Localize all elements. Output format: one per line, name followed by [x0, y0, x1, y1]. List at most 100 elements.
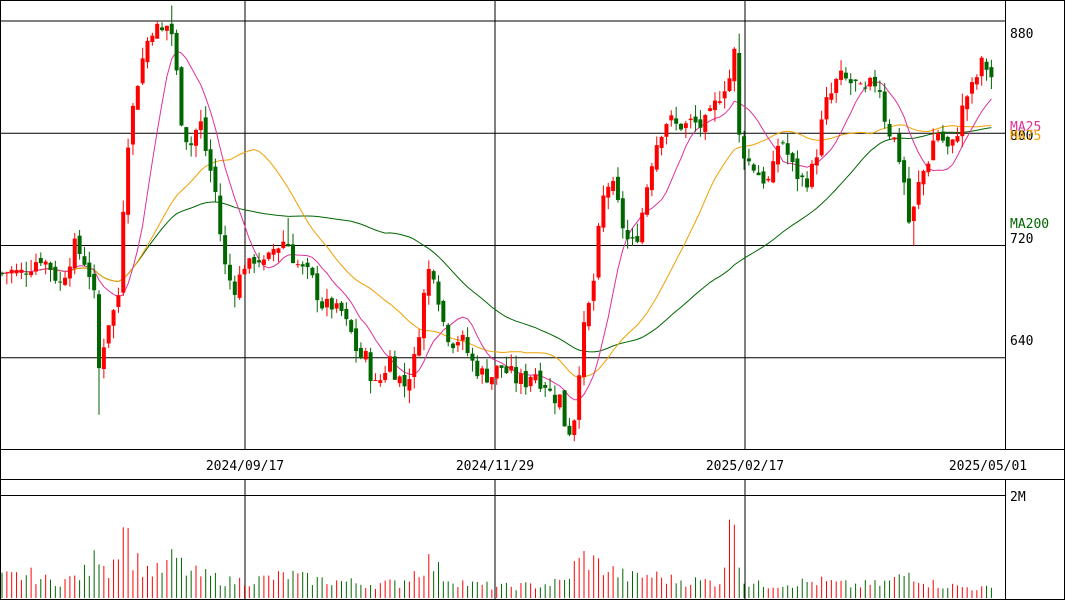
candle-body: [67, 266, 72, 279]
candle-body: [266, 252, 271, 259]
candle-body: [179, 67, 184, 126]
candle-body: [218, 195, 223, 235]
candle-body: [286, 243, 291, 247]
candle-body: [858, 83, 863, 85]
candle-body: [654, 145, 659, 170]
candle-body: [223, 235, 228, 265]
ma75-line: [1, 124, 992, 379]
candle-body: [232, 281, 237, 295]
candle-body: [475, 360, 480, 377]
candle-body: [455, 342, 460, 346]
candle-body: [0, 273, 4, 275]
candle-body: [645, 187, 650, 215]
candle-body: [586, 303, 591, 327]
candle-body: [480, 368, 485, 375]
candle-body: [674, 118, 679, 124]
candle-body: [625, 230, 630, 240]
candle-body: [291, 244, 295, 264]
candle-body: [552, 394, 557, 404]
candle-body: [203, 117, 208, 151]
candle-body: [756, 172, 761, 176]
candle-body: [567, 425, 572, 435]
candle-body: [116, 295, 121, 308]
candle-body: [344, 308, 349, 320]
candle-body: [970, 82, 974, 94]
candle-body: [892, 137, 897, 140]
candle-body: [242, 268, 247, 275]
candle-body: [630, 237, 635, 239]
candle-body: [150, 35, 155, 43]
candle-body: [329, 298, 334, 310]
candle-body: [368, 352, 373, 382]
candle-body: [848, 79, 853, 84]
candle-body: [470, 353, 475, 361]
ma75-legend: MA75: [1010, 129, 1041, 144]
candle-body: [974, 77, 979, 85]
candle-body: [916, 181, 921, 205]
candle-body: [106, 325, 111, 344]
axis-labels: 880 800 720 640 MA25 MA75 MA200 2024/09/…: [206, 27, 1049, 505]
candle-body: [785, 143, 790, 155]
candle-body: [931, 140, 936, 161]
candle-body: [14, 269, 19, 274]
candle-body: [155, 23, 160, 39]
candle-body: [950, 139, 955, 146]
candle-body: [9, 269, 14, 274]
candle-body: [640, 212, 645, 243]
candle-body: [198, 121, 203, 131]
candle-body: [431, 271, 436, 280]
candle-body: [358, 347, 363, 359]
candle-body: [509, 366, 514, 371]
candle-body: [664, 124, 669, 137]
candle-body: [703, 115, 708, 132]
candle-body: [441, 300, 446, 322]
candle-body: [354, 328, 359, 351]
candle-body: [19, 269, 24, 273]
candle-body: [48, 262, 53, 271]
candle-body: [809, 163, 814, 187]
candle-body: [635, 236, 640, 242]
candle-body: [693, 116, 698, 123]
candle-body: [518, 373, 523, 385]
candle-body: [252, 256, 257, 264]
candle-body: [577, 375, 582, 420]
candle-body: [698, 119, 703, 128]
candle-body: [843, 72, 848, 79]
candle-body: [965, 96, 970, 110]
candle-body: [955, 136, 960, 142]
candle-body: [989, 67, 994, 78]
candle-body: [538, 370, 543, 389]
candle-body: [247, 258, 252, 269]
candle-body: [543, 385, 548, 388]
candle-body: [402, 374, 407, 387]
candle-body: [790, 153, 795, 163]
candle-body: [766, 178, 771, 181]
candle-body: [257, 260, 262, 263]
candle-body: [601, 195, 606, 228]
candle-body: [271, 248, 276, 255]
ma25-legend: MA25: [1010, 120, 1041, 135]
candle-body: [853, 79, 858, 82]
candle-body: [465, 337, 470, 353]
candle-body: [615, 176, 620, 200]
candle-body: [761, 171, 766, 184]
candle-body: [281, 241, 286, 248]
candle-body: [557, 394, 562, 408]
candle-body: [174, 32, 179, 71]
candle-body: [208, 149, 213, 171]
date-label: 2025/02/17: [706, 459, 784, 474]
candle-body: [708, 108, 713, 111]
candle-body: [548, 388, 553, 391]
price-tick-label: 800: [1010, 129, 1033, 144]
candle-body: [582, 322, 586, 377]
candle-body: [397, 376, 402, 384]
candle-body: [669, 115, 674, 121]
candle-body: [373, 380, 378, 382]
candle-body: [620, 198, 625, 229]
price-tick-label: 640: [1010, 334, 1033, 349]
date-label: 2024/09/17: [206, 459, 284, 474]
candle-body: [514, 367, 519, 384]
candle-body: [29, 271, 34, 276]
candle-body: [824, 97, 829, 120]
